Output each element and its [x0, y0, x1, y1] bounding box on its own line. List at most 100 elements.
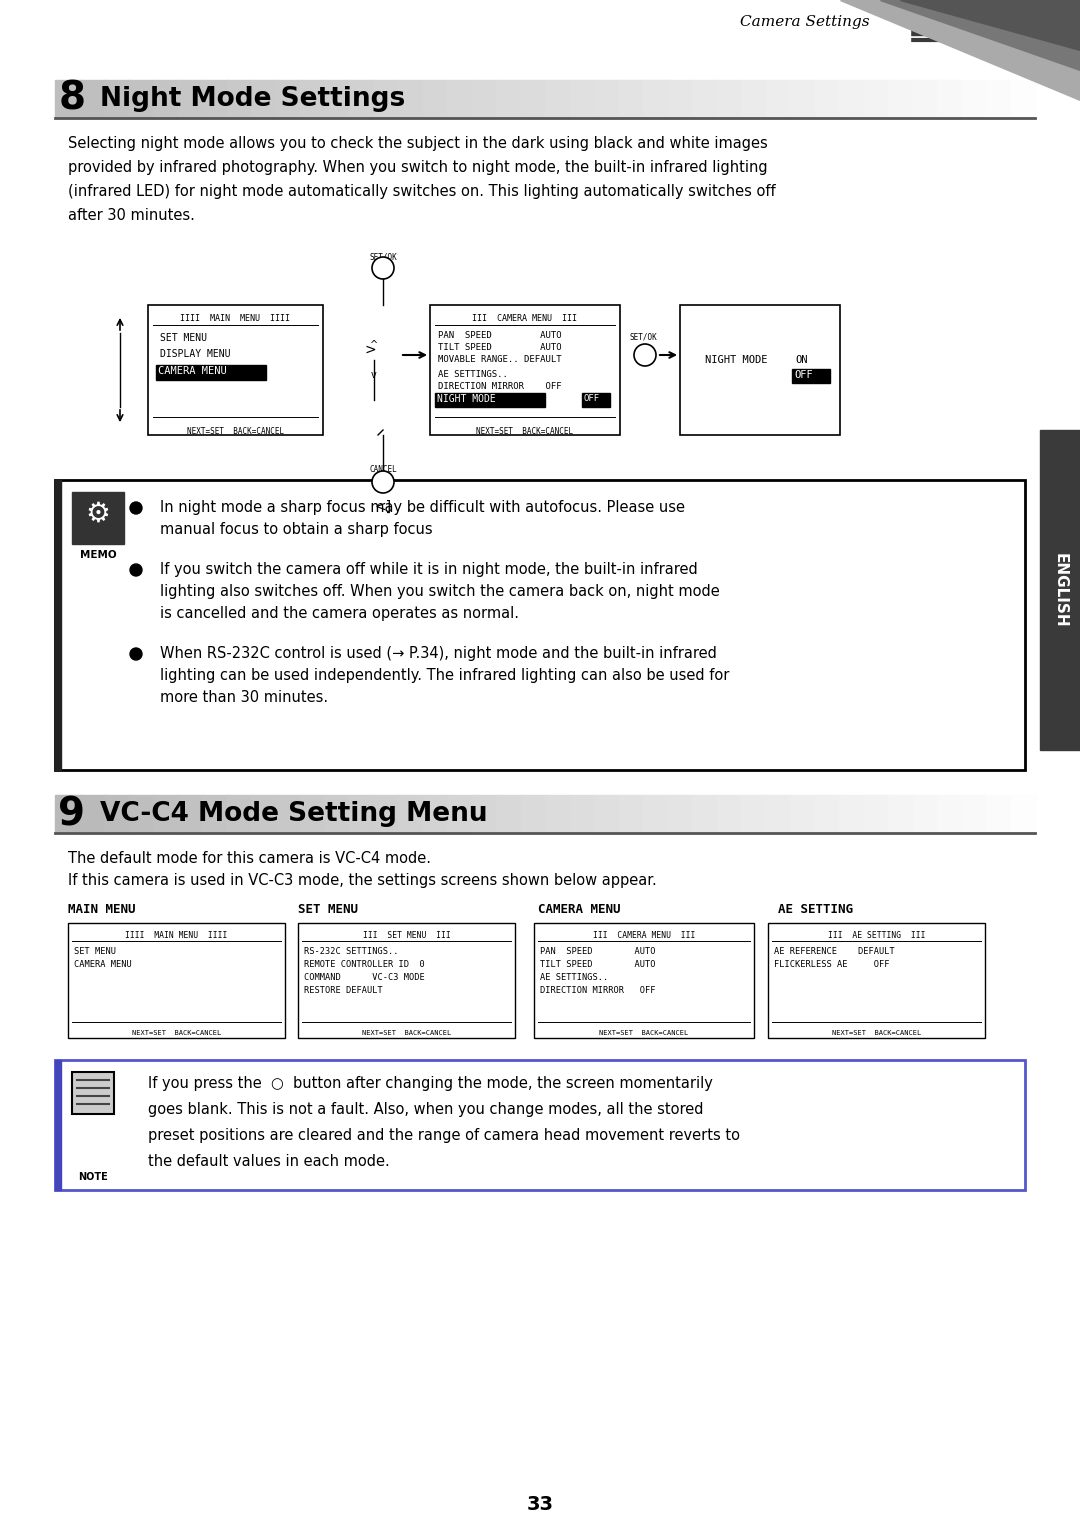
Bar — [430, 304, 620, 434]
Bar — [148, 304, 323, 434]
Bar — [1011, 80, 1036, 118]
Bar — [422, 795, 448, 833]
Bar — [300, 80, 325, 118]
Bar — [251, 795, 276, 833]
Text: RESTORE DEFAULT: RESTORE DEFAULT — [303, 986, 382, 995]
Bar — [275, 80, 301, 118]
Bar — [349, 80, 375, 118]
Text: Camera Settings: Camera Settings — [741, 15, 870, 29]
Bar — [55, 795, 81, 833]
Bar — [55, 1060, 60, 1190]
Bar — [766, 795, 791, 833]
Text: If this camera is used in VC-C3 mode, the settings screens shown below appear.: If this camera is used in VC-C3 mode, th… — [68, 873, 657, 888]
Text: lighting can be used independently. The infrared lighting can also be used for: lighting can be used independently. The … — [160, 668, 729, 683]
Bar — [80, 795, 105, 833]
Text: IIII  MAIN  MENU  IIII: IIII MAIN MENU IIII — [180, 313, 291, 323]
Bar — [937, 80, 962, 118]
Circle shape — [634, 344, 656, 365]
Bar — [496, 795, 522, 833]
Text: Night Mode Settings: Night Mode Settings — [100, 86, 405, 112]
Bar — [792, 368, 831, 382]
Text: SET/OK: SET/OK — [369, 252, 396, 261]
Bar — [153, 80, 178, 118]
Text: SET MENU: SET MENU — [160, 333, 207, 342]
Bar — [961, 80, 987, 118]
Text: <]: <] — [375, 500, 392, 514]
Bar — [0, 0, 1080, 35]
Text: SET/OK: SET/OK — [630, 333, 658, 342]
Text: MOVABLE RANGE.. DEFAULT: MOVABLE RANGE.. DEFAULT — [438, 355, 562, 364]
Text: SET MENU: SET MENU — [298, 904, 357, 916]
Bar — [68, 924, 285, 1038]
Bar — [0, 0, 910, 55]
Bar — [814, 80, 840, 118]
Bar — [202, 795, 228, 833]
Text: NOTE: NOTE — [78, 1173, 108, 1182]
Text: PAN  SPEED        AUTO: PAN SPEED AUTO — [540, 946, 656, 956]
Bar — [961, 795, 987, 833]
Bar — [80, 80, 105, 118]
Text: If you switch the camera off while it is in night mode, the built-in infrared: If you switch the camera off while it is… — [160, 563, 698, 576]
Bar — [569, 795, 595, 833]
Bar — [534, 924, 754, 1038]
Text: AE SETTINGS..: AE SETTINGS.. — [540, 972, 608, 982]
Bar — [435, 393, 545, 407]
Text: MAIN MENU: MAIN MENU — [68, 904, 135, 916]
Text: ENGLISH: ENGLISH — [1053, 552, 1067, 627]
Text: AE SETTINGS..: AE SETTINGS.. — [438, 370, 508, 379]
Text: v: v — [372, 370, 377, 381]
Text: provided by infrared photography. When you switch to night mode, the built-in in: provided by infrared photography. When y… — [68, 161, 768, 174]
Bar — [202, 80, 228, 118]
Bar — [72, 1072, 114, 1115]
Bar — [864, 795, 889, 833]
Bar — [741, 795, 767, 833]
Text: goes blank. This is not a fault. Also, when you change modes, all the stored: goes blank. This is not a fault. Also, w… — [148, 1102, 703, 1118]
Text: CANCEL: CANCEL — [369, 465, 396, 474]
Bar — [55, 480, 60, 771]
Polygon shape — [880, 0, 1080, 70]
Bar — [716, 80, 742, 118]
Bar — [619, 795, 644, 833]
Bar — [496, 80, 522, 118]
Text: 33: 33 — [527, 1494, 554, 1514]
Bar — [545, 80, 570, 118]
Bar — [692, 795, 717, 833]
Text: RS-232C SETTINGS..: RS-232C SETTINGS.. — [303, 946, 399, 956]
Bar — [324, 80, 350, 118]
Bar — [275, 795, 301, 833]
Bar — [129, 80, 154, 118]
Text: TILT SPEED         AUTO: TILT SPEED AUTO — [438, 342, 562, 352]
Bar — [177, 795, 203, 833]
Bar — [864, 80, 889, 118]
Bar — [72, 492, 124, 544]
Bar — [153, 795, 178, 833]
Bar — [594, 795, 620, 833]
Bar — [1040, 430, 1080, 751]
Bar — [643, 80, 669, 118]
Bar — [716, 795, 742, 833]
Bar — [986, 80, 1012, 118]
Bar — [545, 795, 570, 833]
Bar — [789, 80, 815, 118]
Bar — [251, 80, 276, 118]
Bar — [298, 924, 515, 1038]
Text: ON: ON — [795, 355, 808, 365]
Bar — [839, 80, 864, 118]
Bar — [472, 80, 497, 118]
Bar — [104, 795, 130, 833]
Bar — [839, 795, 864, 833]
Bar — [680, 304, 840, 434]
Polygon shape — [900, 0, 1080, 50]
Text: SET MENU: SET MENU — [75, 946, 116, 956]
Bar — [667, 80, 693, 118]
Bar — [521, 80, 546, 118]
Bar — [399, 80, 423, 118]
Text: NEXT=SET  BACK=CANCEL: NEXT=SET BACK=CANCEL — [132, 1031, 221, 1037]
Text: 9: 9 — [58, 795, 85, 833]
Text: ⚙: ⚙ — [85, 500, 110, 528]
Text: TILT SPEED        AUTO: TILT SPEED AUTO — [540, 960, 656, 969]
Text: NIGHT MODE: NIGHT MODE — [705, 355, 768, 365]
Text: When RS-232C control is used (→ P.34), night mode and the built-in infrared: When RS-232C control is used (→ P.34), n… — [160, 645, 717, 661]
Bar — [374, 795, 399, 833]
Text: 8: 8 — [58, 80, 85, 118]
